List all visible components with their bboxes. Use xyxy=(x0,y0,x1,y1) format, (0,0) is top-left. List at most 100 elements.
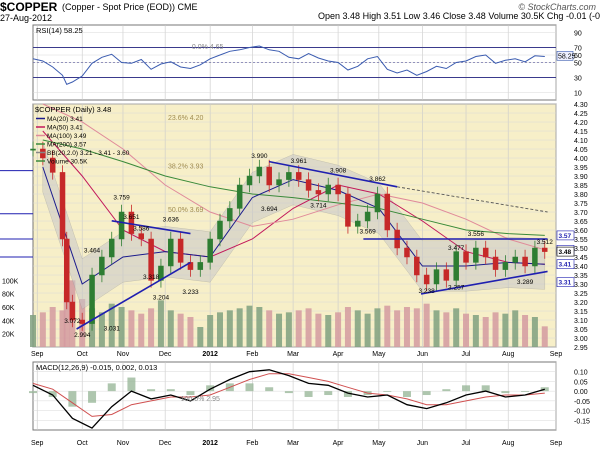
volume-bar xyxy=(433,310,440,347)
trendline xyxy=(397,186,548,213)
price-tick-label: 3.10 xyxy=(574,318,588,325)
volume-bar xyxy=(63,290,70,347)
volume-tick-label: 100K xyxy=(2,278,19,285)
macd-tick-label: -0.15 xyxy=(574,418,590,425)
candle-body xyxy=(40,148,46,159)
volume-bar xyxy=(453,308,460,347)
candle-body xyxy=(89,274,95,324)
trendline xyxy=(269,160,398,188)
trendline xyxy=(111,220,191,235)
trendline xyxy=(76,261,191,330)
rsi-tick-label: 90 xyxy=(574,31,582,38)
candle-body xyxy=(433,269,440,285)
ma-line-ma200 xyxy=(42,139,545,236)
price-badge-label: 3.57 xyxy=(559,233,572,240)
open-label: Open xyxy=(318,11,341,21)
macd-x-tick-label: Dec xyxy=(159,440,172,447)
high-value: 3.51 xyxy=(383,11,402,21)
price-tick-label: 3.60 xyxy=(574,228,588,235)
volume-bar xyxy=(295,310,302,347)
volume-bar xyxy=(413,308,420,347)
volume-bar xyxy=(354,310,361,347)
price-x-tick-label: Oct xyxy=(77,351,88,358)
candle-body xyxy=(463,251,469,263)
macd-x-tick-label: Mar xyxy=(287,440,300,447)
candle-body xyxy=(473,247,479,263)
price-tick-label: 3.25 xyxy=(574,291,588,298)
candle-body xyxy=(492,256,499,270)
legend-label: MA(200) 3.57 xyxy=(47,142,87,149)
price-tick-label: 2.95 xyxy=(574,345,588,352)
price-point-label: 3.072 xyxy=(64,318,81,325)
price-point-label: 3.477 xyxy=(448,245,465,252)
macd-histogram-bar xyxy=(245,383,254,392)
macd-histogram-bar xyxy=(521,391,530,392)
macd-histogram-bar xyxy=(166,389,175,392)
price-badge-label: 3.48 xyxy=(559,249,572,256)
volume-bar xyxy=(315,313,322,347)
candle-body xyxy=(453,251,459,281)
price-badge xyxy=(556,259,575,270)
volume-tick-label: 80K xyxy=(2,292,15,299)
macd-x-tick-label: Nov xyxy=(117,440,130,447)
close-value: 3.48 xyxy=(468,11,486,21)
price-tick-label: 3.35 xyxy=(574,273,588,280)
macd-x-tick-label: Sep xyxy=(31,440,44,447)
rsi-fib-label: 0.0% 4.65 xyxy=(192,44,224,51)
candle-body xyxy=(177,238,184,263)
volume-bar xyxy=(482,317,489,347)
price-point-label: 3.556 xyxy=(468,231,485,238)
volume-bar xyxy=(246,305,253,347)
rsi-tick-label: 10 xyxy=(574,91,582,98)
price-tick-label: 4.15 xyxy=(574,129,588,136)
price-x-tick-label: 2012 xyxy=(202,351,218,358)
price-point-label: 3.961 xyxy=(291,158,308,165)
candle-body xyxy=(63,238,70,303)
price-tick-label: 3.50 xyxy=(574,246,588,253)
candle-body xyxy=(404,247,410,258)
rsi-title: RSI(14) 58.25 xyxy=(36,26,83,35)
macd-tick-label: -0.05 xyxy=(574,399,590,406)
volume-bar xyxy=(384,305,391,347)
rsi-tick-label: 70 xyxy=(574,46,582,53)
price-badge xyxy=(556,246,575,257)
macd-x-tick-label: Oct xyxy=(77,440,88,447)
volume-bar xyxy=(492,312,499,347)
price-x-tick-label: Jul xyxy=(462,351,471,358)
candle-body xyxy=(276,179,282,186)
macd-histogram-bar xyxy=(402,391,411,397)
macd-tick-label: 0.05 xyxy=(574,379,588,386)
price-point-label: 3.257 xyxy=(448,285,465,292)
price-point-label: 3.714 xyxy=(310,202,327,209)
volume-bar xyxy=(98,312,105,347)
candle-body xyxy=(295,172,302,180)
price-tick-label: 4.25 xyxy=(574,111,588,118)
volume-bar xyxy=(325,315,332,347)
macd-histogram-bar xyxy=(206,385,215,392)
volume-tick-label: 40K xyxy=(2,318,15,325)
candle-body xyxy=(364,211,371,222)
high-label: High xyxy=(362,11,382,21)
price-title: $COPPER (Daily) 3.48 xyxy=(35,105,111,114)
candle-body xyxy=(256,166,263,177)
price-x-tick-label: Sep xyxy=(31,351,44,358)
macd-histogram-bar xyxy=(186,391,195,396)
price-tick-label: 3.90 xyxy=(574,174,588,181)
candle-body xyxy=(168,238,174,267)
price-point-label: 3.569 xyxy=(359,229,376,236)
candle-body xyxy=(138,233,145,240)
trendline xyxy=(420,270,548,295)
price-point-label: 3.908 xyxy=(330,168,347,175)
price-point-label: 3.636 xyxy=(163,217,180,224)
quote-summary: Open 3.48 High 3.51 Low 3.46 Close 3.48 … xyxy=(318,11,600,21)
price-point-label: 2.994 xyxy=(74,332,91,339)
volume-bar xyxy=(364,313,371,347)
price-tick-label: 3.15 xyxy=(574,309,588,316)
volume-bar xyxy=(344,307,351,347)
macd-title: MACD(12,26,9) -0.015, 0.002, 0.013 xyxy=(36,363,157,372)
price-fib-label: 38.2% 3.93 xyxy=(168,164,204,171)
price-point-label: 3.318 xyxy=(143,274,160,281)
candle-body xyxy=(423,274,430,285)
candle-body xyxy=(542,247,548,252)
